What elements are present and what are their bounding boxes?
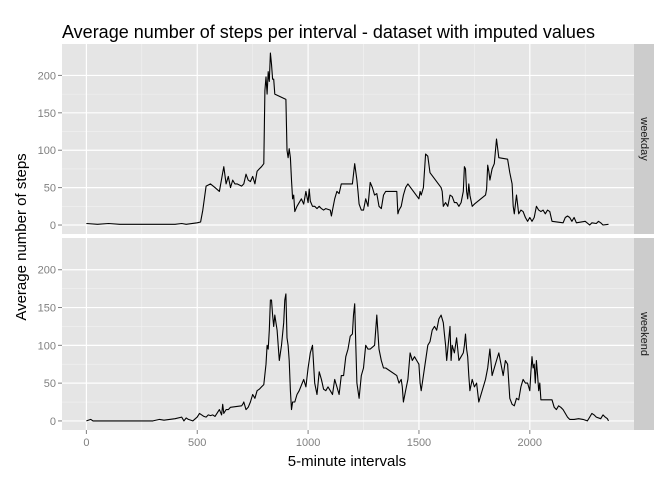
facet-strip-weekend	[634, 238, 654, 430]
y-tick-label: 150	[38, 108, 56, 120]
series-line-weekday	[86, 52, 609, 226]
y-tick-label: 0	[50, 220, 56, 232]
y-tick-label: 50	[44, 378, 56, 390]
facet-strip-label: weekday	[638, 116, 650, 161]
y-tick-label: 0	[50, 416, 56, 428]
y-tick-label: 200	[38, 70, 56, 82]
x-tick-label: 0	[83, 437, 89, 449]
x-axis-title: 5-minute intervals	[288, 453, 406, 470]
y-tick-label: 150	[38, 303, 56, 315]
x-tick-label: 500	[188, 437, 206, 449]
facet-strip-label: weekend	[638, 311, 650, 356]
y-axis-title: Average number of steps	[13, 153, 30, 320]
y-tick-label: 200	[38, 265, 56, 277]
y-tick-label: 100	[38, 340, 56, 352]
series-line-weekend	[86, 293, 609, 422]
x-tick-label: 1000	[296, 437, 320, 449]
y-tick-label: 50	[44, 183, 56, 195]
x-tick-label: 1500	[407, 437, 431, 449]
x-tick-label: 2000	[518, 437, 542, 449]
chart-title: Average number of steps per interval - d…	[62, 22, 595, 42]
panel-background-weekday	[62, 44, 634, 234]
panel-background-weekend	[62, 238, 634, 430]
y-tick-label: 100	[38, 145, 56, 157]
facet-strip-weekday	[634, 44, 654, 234]
